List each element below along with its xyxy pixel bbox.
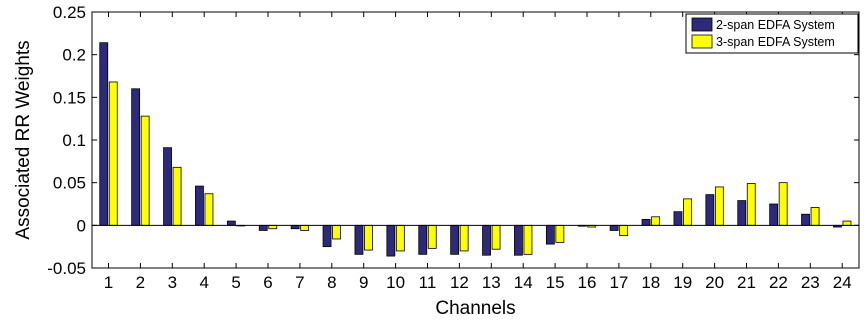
x-tick-label: 9 (359, 273, 368, 292)
bar-two-span-ch8 (322, 224, 332, 248)
x-tick-label: 21 (737, 273, 756, 292)
bar-three-span-ch15 (555, 224, 565, 243)
bar-two-span-ch5 (226, 220, 236, 226)
bar-three-span-ch18 (651, 216, 660, 226)
bar-two-span-ch18 (641, 218, 651, 226)
legend-label: 2-span EDFA System (716, 18, 835, 32)
bar-three-span-ch19 (683, 198, 692, 226)
bar-two-span-ch11 (418, 224, 428, 255)
bar-three-span-ch1 (108, 81, 118, 226)
bar-two-span-ch21 (737, 200, 747, 226)
bar-three-span-ch6 (268, 224, 278, 230)
bar-two-span-ch7 (290, 224, 300, 230)
x-tick-label: 11 (419, 273, 437, 292)
x-tick-label: 10 (386, 273, 405, 292)
bar-three-span-ch8 (332, 224, 341, 240)
legend-swatch (691, 17, 713, 32)
y-tick-label: 0.1 (62, 131, 86, 150)
x-tick-label: 23 (801, 273, 820, 292)
bar-three-span-ch3 (172, 166, 182, 226)
bar-two-span-ch15 (545, 224, 555, 245)
bar-two-span-ch3 (163, 147, 172, 226)
bar-two-span-ch19 (673, 211, 683, 226)
bar-two-span-ch22 (769, 203, 779, 226)
x-tick-label: 6 (263, 273, 272, 292)
x-tick-label: 4 (199, 273, 208, 292)
x-tick-label: 13 (482, 273, 501, 292)
x-tick-label: 22 (769, 273, 788, 292)
bar-three-span-ch11 (427, 224, 437, 249)
x-tick-label: 24 (833, 273, 852, 292)
axes-box (91, 11, 860, 269)
x-tick-label: 20 (705, 273, 724, 292)
bar-two-span-ch12 (450, 224, 460, 255)
bar-two-span-ch2 (131, 88, 141, 226)
x-tick-label: 15 (546, 273, 565, 292)
x-tick-label: 16 (578, 273, 597, 292)
x-tick-label: 14 (514, 273, 533, 292)
bar-three-span-ch13 (491, 224, 501, 250)
bar-three-span-ch22 (778, 182, 788, 226)
bar-two-span-ch4 (195, 185, 204, 226)
legend: 2-span EDFA System 3-span EDFA System (685, 13, 859, 54)
bar-two-span-ch6 (258, 224, 268, 231)
bar-three-span-ch7 (300, 224, 310, 231)
x-tick-label: 2 (136, 273, 145, 292)
y-tick-label: 0.05 (53, 174, 86, 193)
bar-two-span-ch23 (801, 213, 810, 226)
y-tick-label: 0.2 (62, 46, 86, 65)
x-tick-label: 12 (450, 273, 469, 292)
legend-swatch (691, 34, 713, 49)
y-tick-label: 0 (77, 216, 86, 235)
legend-label: 3-span EDFA System (716, 35, 835, 49)
bar-three-span-ch21 (746, 183, 756, 226)
bar-three-span-ch9 (364, 224, 373, 251)
y-tick-label: 0.15 (53, 88, 86, 107)
x-tick-label: 19 (673, 273, 692, 292)
bar-three-span-ch20 (714, 186, 724, 226)
y-tick-label: 0.25 (53, 3, 86, 22)
bar-two-span-ch13 (482, 224, 491, 256)
bar-three-span-ch14 (523, 224, 533, 255)
bar-three-span-ch10 (395, 224, 405, 252)
y-tick-label: -0.05 (47, 259, 86, 278)
bar-three-span-ch24 (842, 220, 852, 226)
bars-group (99, 42, 852, 257)
bar-two-span-ch17 (609, 224, 619, 231)
x-axis-title: Channels (435, 298, 515, 319)
bar-two-span-ch14 (514, 224, 523, 256)
bar-three-span-ch4 (204, 193, 214, 226)
x-tick-label: 17 (609, 273, 628, 292)
bar-three-span-ch2 (140, 115, 150, 226)
y-axis-title: Associated RR Weights (13, 40, 34, 239)
x-tick-label: 7 (295, 273, 304, 292)
bar-three-span-ch12 (459, 224, 469, 252)
x-tick-label: 8 (327, 273, 336, 292)
bar-two-span-ch1 (99, 42, 109, 226)
x-tick-label: 5 (231, 273, 240, 292)
bar-two-span-ch20 (705, 194, 715, 226)
bar-three-span-ch23 (810, 207, 820, 226)
x-tick-label: 3 (168, 273, 177, 292)
bar-three-span-ch17 (619, 224, 629, 236)
x-tick-label: 18 (641, 273, 660, 292)
bar-two-span-ch10 (386, 224, 396, 257)
bar-two-span-ch9 (354, 224, 364, 255)
legend-box (685, 13, 859, 54)
x-tick-label: 1 (104, 273, 113, 292)
